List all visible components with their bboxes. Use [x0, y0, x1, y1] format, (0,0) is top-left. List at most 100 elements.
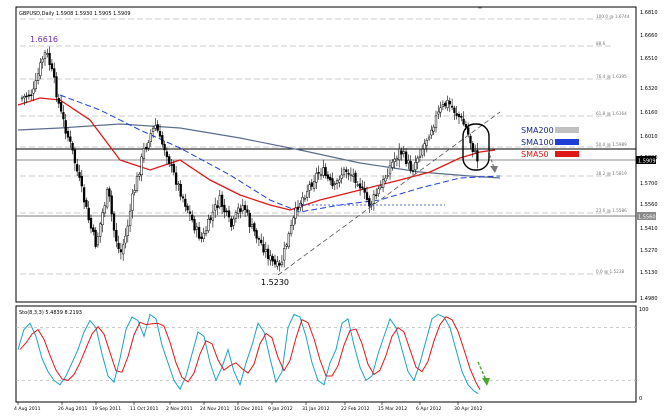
candle-body [352, 174, 355, 177]
candle-body [227, 210, 231, 218]
candle-body [322, 167, 325, 176]
candle-body [209, 217, 212, 220]
oscillator-panel-frame [15, 305, 637, 403]
current-price-tag-bg [636, 156, 656, 164]
price-axis-label: 1.6010 [640, 134, 658, 140]
oscillator-arrow-line [477, 361, 487, 381]
candle-body [450, 105, 454, 108]
fib-level-label: 38.2 @ 1.5819 [596, 171, 627, 176]
candle-body [444, 102, 447, 107]
candle-body [71, 143, 74, 151]
candle-body [186, 205, 189, 211]
price-axis-label: 1.6160 [640, 110, 658, 116]
candle-body [64, 120, 67, 134]
candle-body [331, 178, 334, 187]
symbol-header: GBPUSD,Daily 1.5908 1.5930 1.5905 1.5909 [19, 11, 131, 17]
candle-body [195, 226, 198, 230]
candle-body [411, 170, 415, 172]
candle-body [455, 113, 458, 116]
candle-body [89, 217, 93, 229]
candle-body [391, 161, 394, 168]
candle-body [423, 143, 426, 150]
candle-body [126, 225, 129, 236]
candle-body [457, 114, 461, 118]
time-axis-label: 9 Jan 2012 [268, 406, 293, 412]
candle-body [400, 150, 403, 155]
stoch-signal-line [19, 316, 481, 391]
candle-body [345, 169, 348, 172]
legend-sma50-swatch [555, 151, 579, 157]
candle-body [140, 156, 143, 176]
candle-body [437, 111, 440, 115]
candle-body [269, 255, 272, 261]
candle-body [105, 189, 109, 208]
candle-body [59, 102, 63, 112]
fib-level-label: 61.8 @ 1.6164 [596, 111, 627, 116]
projection-arrow-line [487, 149, 495, 169]
candle-body [23, 96, 26, 99]
candle-body [283, 247, 286, 261]
candle-body [319, 173, 323, 176]
sma50-line [17, 97, 496, 211]
candle-body [239, 208, 242, 213]
candle-body [55, 76, 58, 98]
candle-body [356, 184, 359, 186]
candle-body [296, 206, 300, 210]
candle-body [398, 148, 401, 161]
candle-body [372, 194, 376, 204]
candle-body [69, 136, 72, 142]
legend-sma200-swatch [555, 127, 579, 133]
candle-body [421, 148, 424, 156]
legend-sma100-swatch [555, 139, 579, 145]
candle-body [191, 214, 194, 221]
annotations [277, 7, 501, 276]
candle-body [333, 183, 336, 185]
candle-body [172, 163, 175, 173]
candle-body [441, 104, 445, 107]
price-axis-label: 1.6810 [640, 10, 658, 16]
candle-body [85, 199, 88, 207]
candle-body [388, 165, 392, 175]
candle-body [225, 210, 228, 213]
candle-body [264, 249, 267, 252]
candle-body [340, 174, 343, 179]
candle-body [370, 203, 373, 206]
candle-body [315, 172, 318, 183]
candle-body [135, 175, 139, 191]
candle-body [99, 223, 102, 237]
candle-body [131, 193, 134, 211]
time-axis-label: 26 Aug 2011 [58, 406, 88, 412]
candle-body [214, 204, 217, 211]
time-axis-label: 2 Nov 2011 [166, 406, 193, 412]
candle-body [306, 191, 309, 198]
price-axis-label: 1.5560 [640, 202, 658, 208]
candle-body [407, 160, 410, 164]
candle-body [354, 172, 357, 183]
candle-body [87, 207, 90, 221]
sma100-line [59, 94, 501, 213]
candle-body [409, 161, 412, 171]
candle-body [292, 217, 295, 226]
legend-sma100-label: SMA100 [521, 138, 554, 147]
candle-body [347, 172, 350, 175]
candle-body [193, 219, 196, 231]
candle-body [223, 204, 226, 213]
stochastic-oscillator [16, 313, 636, 395]
candle-body [103, 205, 106, 214]
candle-body [66, 131, 70, 138]
candle-body [464, 124, 468, 128]
candle-body [108, 188, 111, 197]
candle-body [149, 133, 152, 142]
price-axis-label: 1.5700 [640, 181, 658, 187]
price-axis-label: 1.6320 [640, 86, 658, 92]
candle-body [92, 227, 95, 232]
candle-body [147, 142, 150, 149]
fib-level-label: 23.6 @ 1.5586 [596, 208, 627, 213]
highlight-circle [462, 123, 490, 171]
candle-body [165, 151, 169, 158]
legend-sma50-label: SMA50 [521, 150, 549, 159]
candle-body [202, 232, 205, 239]
candle-body [179, 183, 182, 197]
